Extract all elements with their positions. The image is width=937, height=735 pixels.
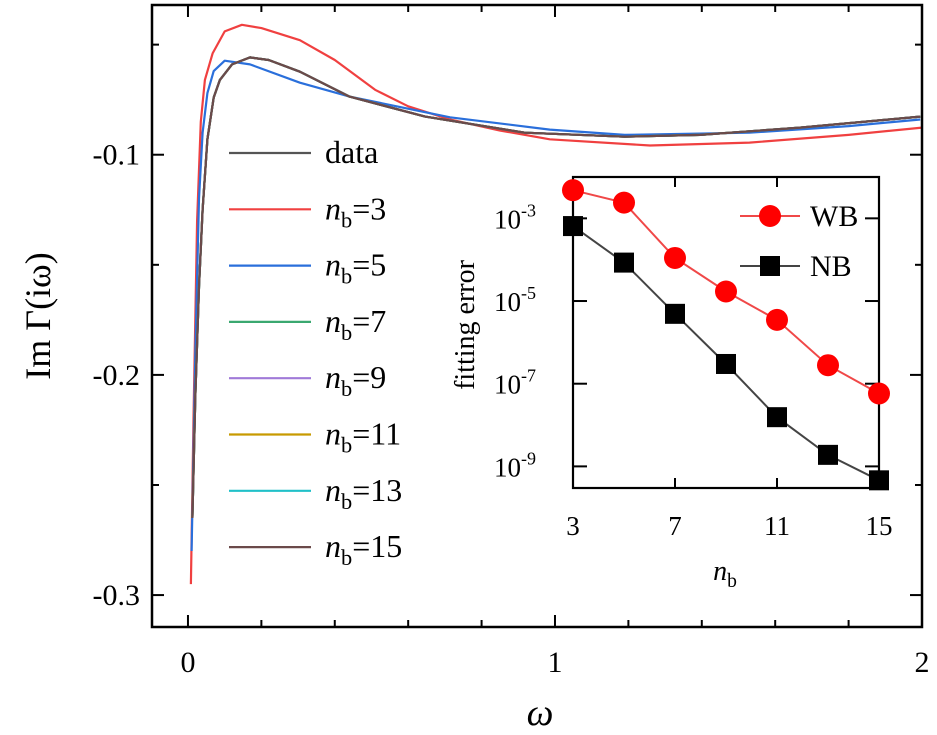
inset-y-tick-label: 10-5 bbox=[494, 283, 536, 317]
inset-legend-marker bbox=[759, 205, 781, 227]
inset-x-tick-label: 15 bbox=[866, 511, 893, 541]
x-axis-label: ω bbox=[527, 692, 554, 734]
inset-point-NB bbox=[563, 216, 583, 237]
inset-point-NB bbox=[716, 353, 736, 374]
legend-label: nb=5 bbox=[325, 247, 386, 289]
inset-point-NB bbox=[818, 444, 838, 465]
inset-background bbox=[573, 177, 879, 488]
legend-label: nb=3 bbox=[325, 190, 386, 232]
legend-label: data bbox=[325, 134, 378, 170]
legend-entry: nb=9 bbox=[229, 359, 386, 401]
inset-y-tick-label: 10-3 bbox=[494, 200, 536, 234]
main-plot: 0 1 2 -0.1 -0.2 -0.3 ω data nb=3 nb=5 nb=7 nb=9 nb=1… bbox=[93, 3, 930, 734]
inset-point-WB bbox=[562, 179, 584, 202]
legend-label: nb=15 bbox=[325, 528, 402, 570]
legend-label: nb=7 bbox=[325, 303, 386, 345]
legend-label: nb=13 bbox=[325, 472, 402, 514]
x-tick-label: 2 bbox=[915, 646, 930, 679]
inset-x-tick-label: 7 bbox=[668, 511, 682, 541]
inset-x-tick-label: 11 bbox=[764, 511, 790, 541]
inset-legend-label: WB bbox=[810, 200, 858, 233]
y-axis-label: Im Γ(iω) bbox=[18, 252, 58, 379]
inset-point-NB bbox=[767, 407, 787, 428]
inset-legend-entry: WB bbox=[740, 200, 858, 233]
inset-legend-entry: NB bbox=[740, 250, 852, 283]
inset-point-NB bbox=[665, 303, 685, 324]
inset-point-WB bbox=[613, 191, 635, 214]
inset-y-tick-label: 10-9 bbox=[494, 448, 536, 482]
inset-point-NB bbox=[869, 470, 889, 491]
series-line-n-b-15 bbox=[191, 56, 921, 519]
inset-x-tick-label: 3 bbox=[566, 511, 580, 541]
inset-point-WB bbox=[817, 354, 839, 377]
main-legend: data nb=3 nb=5 nb=7 nb=9 nb=11 nb=13 nb=15 bbox=[229, 134, 402, 570]
inset-point-NB bbox=[614, 252, 634, 273]
inset-legend-label: NB bbox=[810, 250, 852, 283]
legend-label: nb=9 bbox=[325, 359, 386, 401]
inset-point-WB bbox=[868, 382, 890, 405]
inset-y-axis-label: fitting error bbox=[450, 259, 481, 390]
y-tick-label: -0.1 bbox=[93, 139, 141, 172]
legend-entry: nb=7 bbox=[229, 303, 386, 345]
inset-plot: 3 7 11 15 10-3 10-5 10-7 10-9 nb fitting error WB N… bbox=[450, 175, 893, 592]
y-tick-label: -0.3 bbox=[93, 579, 141, 612]
inset-legend-marker bbox=[760, 256, 780, 276]
inset-point-WB bbox=[715, 280, 737, 303]
series-line-n-b-3 bbox=[189, 23, 923, 585]
inset-y-tick-label: 10-7 bbox=[494, 366, 536, 400]
legend-label: nb=11 bbox=[325, 416, 401, 458]
legend-entry: data bbox=[229, 134, 378, 170]
x-tick-label: 1 bbox=[547, 646, 562, 679]
inset-point-WB bbox=[766, 308, 788, 331]
legend-entry: nb=15 bbox=[229, 528, 402, 570]
y-tick-label: -0.2 bbox=[93, 359, 141, 392]
legend-entry: nb=13 bbox=[229, 472, 402, 514]
inset-x-axis-label: nb bbox=[713, 556, 737, 592]
inset-point-WB bbox=[664, 246, 686, 269]
legend-entry: nb=11 bbox=[229, 416, 401, 458]
main-plot-frame bbox=[150, 3, 924, 629]
legend-entry: nb=5 bbox=[229, 247, 386, 289]
x-tick-label: 0 bbox=[180, 646, 195, 679]
inset-frame bbox=[571, 175, 881, 490]
legend-entry: nb=3 bbox=[229, 190, 386, 232]
series-line-n-b-5 bbox=[190, 59, 921, 552]
